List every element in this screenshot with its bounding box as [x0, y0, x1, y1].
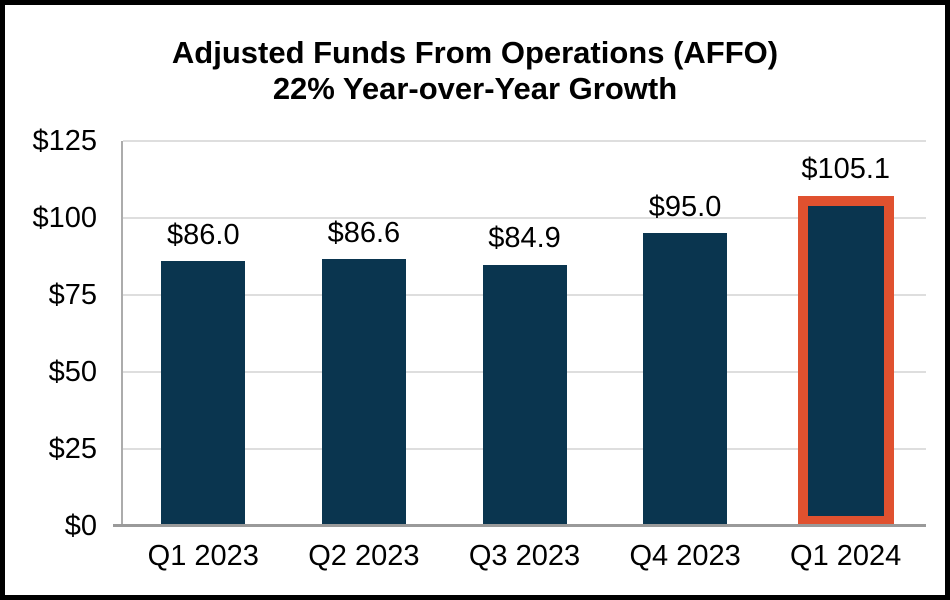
y-tick-label: $75 [48, 279, 97, 311]
y-tick-label: $100 [32, 202, 97, 234]
bar [643, 233, 728, 526]
y-tick-label: $50 [48, 356, 97, 388]
bar-value-label: $86.6 [327, 216, 401, 249]
gridline [123, 140, 926, 142]
x-axis: Q1 2023 Q2 2023 Q3 2023 Q4 2023 Q1 2024 [123, 536, 926, 576]
x-axis-label: Q1 2023 [147, 540, 259, 572]
x-axis-line [113, 524, 926, 527]
bar-highlighted [797, 196, 894, 526]
y-tick-label: $125 [32, 125, 97, 157]
y-axis-line [121, 141, 123, 526]
chart-subtitle: 22% Year-over-Year Growth [272, 71, 678, 106]
x-axis-label: Q2 2023 [308, 540, 420, 572]
bar [321, 259, 406, 526]
plot-area: $86.0 $86.6 $84.9 $95.0 $105.1 [113, 140, 926, 527]
bar-value-label: $86.0 [167, 218, 240, 251]
chart-title-block: Adjusted Funds From Operations (AFFO) 22… [5, 35, 945, 107]
y-axis: $0 $25 $50 $75 $100 $125 [5, 125, 101, 542]
bar [161, 261, 246, 526]
x-axis-label: Q4 2023 [629, 540, 741, 572]
bar [482, 264, 567, 526]
chart-title: Adjusted Funds From Operations (AFFO) [171, 35, 779, 70]
x-axis-label: Q3 2023 [468, 540, 581, 572]
x-axis-label: Q1 2024 [790, 540, 902, 572]
bar-value-label: $84.9 [488, 222, 561, 255]
y-tick-label: $0 [64, 510, 97, 542]
gridline [123, 217, 926, 219]
bar-value-label: $95.0 [648, 191, 722, 224]
y-tick-label: $25 [48, 433, 97, 465]
bar-value-label: $105.1 [801, 152, 891, 185]
